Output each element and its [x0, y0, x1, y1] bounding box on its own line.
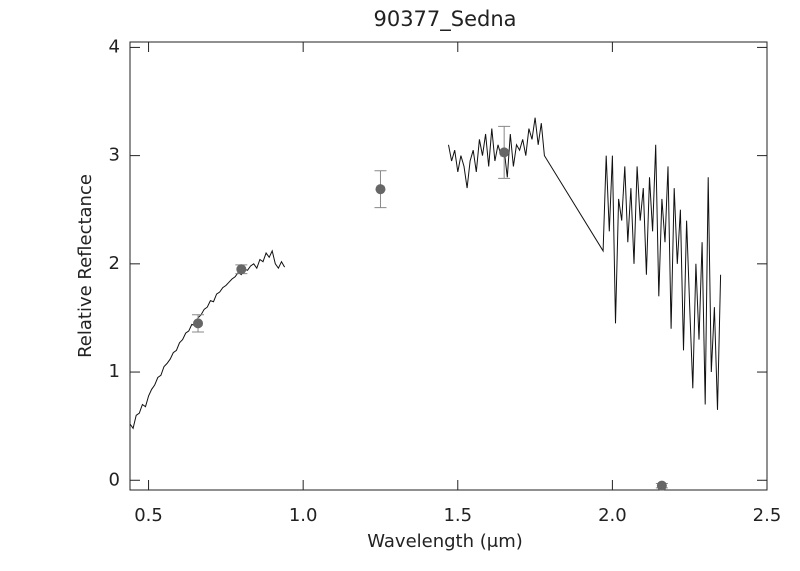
y-tick-label: 1 — [109, 361, 120, 382]
x-tick-label: 0.5 — [134, 505, 163, 526]
y-axis-label: Relative Reflectance — [75, 174, 96, 358]
x-tick-label: 2.5 — [753, 505, 782, 526]
chart-title: 90377_Sedna — [373, 7, 516, 32]
plot-frame — [129, 41, 768, 491]
y-tick-label: 0 — [109, 469, 120, 490]
y-tick-label: 2 — [109, 253, 120, 274]
x-tick-label: 1.5 — [443, 505, 472, 526]
x-tick-label: 1.0 — [289, 505, 318, 526]
y-tick-label: 3 — [109, 145, 120, 166]
data-point — [375, 184, 386, 195]
y-tick-label: 4 — [109, 36, 120, 57]
data-point — [236, 264, 247, 275]
x-axis-label: Wavelength (μm) — [367, 531, 523, 552]
spectrum-line — [129, 117, 722, 430]
data-point — [656, 480, 667, 491]
data-point — [193, 318, 204, 329]
data-point — [499, 147, 510, 158]
x-tick-label: 2.0 — [598, 505, 627, 526]
